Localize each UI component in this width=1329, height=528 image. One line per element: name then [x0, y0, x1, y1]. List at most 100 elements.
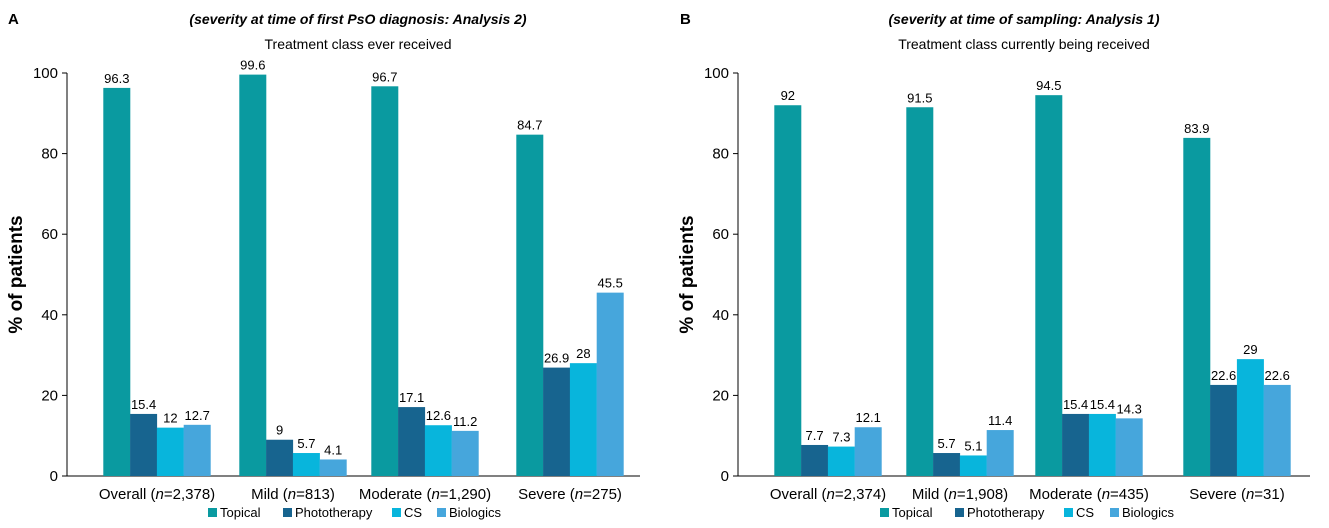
data-label: 5.7 [938, 436, 956, 451]
data-label: 15.4 [1063, 397, 1088, 412]
panel-letter: B [680, 11, 691, 28]
bar-topical-3 [516, 134, 544, 476]
data-label: 91.5 [907, 90, 932, 105]
data-label: 11.4 [988, 413, 1012, 428]
data-label: 99.6 [240, 58, 265, 73]
y-tick-label: 60 [712, 226, 729, 243]
y-tick-label: 60 [41, 226, 58, 243]
data-label: 7.7 [806, 428, 824, 443]
bar-topical-3 [1183, 137, 1211, 476]
y-tick-label: 80 [712, 146, 729, 163]
chart-subtitle: Treatment class ever received [265, 36, 452, 52]
legend-swatch-cs [1064, 508, 1073, 517]
legend-swatch-topical [880, 508, 889, 517]
bar-biologics-3 [1263, 384, 1291, 476]
legend-swatch-biologics [1110, 508, 1119, 517]
bar-topical-2 [371, 86, 399, 476]
data-label: 11.2 [453, 414, 477, 429]
bar-topical-0 [774, 105, 802, 477]
data-label: 5.1 [964, 438, 982, 453]
data-label: 7.3 [832, 430, 850, 445]
panel-letter: A [8, 11, 19, 28]
x-category-label: Moderate (n=1,290) [359, 486, 491, 503]
data-label: 84.7 [517, 118, 542, 133]
bar-phototherapy-0 [801, 444, 829, 476]
legend-label: Phototherapy [967, 505, 1045, 520]
bar-biologics-0 [854, 427, 882, 476]
y-tick-label: 80 [41, 146, 58, 163]
x-category-label: Moderate (n=435) [1029, 486, 1149, 503]
chart-title: (severity at time of first PsO diagnosis… [189, 11, 526, 27]
legend-label: Phototherapy [295, 505, 373, 520]
bar-biologics-1 [319, 459, 347, 476]
chart-title: (severity at time of sampling: Analysis … [888, 11, 1159, 27]
bar-cs-0 [827, 446, 855, 476]
bar-phototherapy-1 [266, 439, 294, 476]
legend-label: Topical [892, 505, 933, 520]
bar-phototherapy-2 [1062, 413, 1090, 476]
bar-phototherapy-2 [398, 407, 426, 476]
data-label: 12.1 [856, 410, 881, 425]
bar-topical-0 [103, 87, 131, 476]
legend-label: CS [404, 505, 422, 520]
data-label: 28 [576, 346, 590, 361]
legend-label: Topical [220, 505, 261, 520]
data-label: 22.6 [1265, 368, 1290, 383]
bar-topical-1 [239, 74, 267, 476]
data-label: 12 [163, 411, 177, 426]
bar-cs-2 [1088, 413, 1116, 476]
bar-phototherapy-3 [1210, 384, 1238, 476]
legend-swatch-phototherapy [955, 508, 964, 517]
x-category-label: Mild (n=813) [251, 486, 335, 503]
y-axis-label: % of patients [677, 215, 698, 333]
data-label: 5.7 [297, 436, 315, 451]
bar-biologics-3 [596, 292, 624, 476]
y-tick-label: 40 [41, 307, 58, 324]
data-label: 45.5 [598, 276, 623, 291]
y-tick-label: 100 [33, 65, 58, 82]
bar-biologics-2 [451, 430, 479, 476]
y-axis-label: % of patients [6, 215, 27, 333]
data-label: 15.4 [1090, 397, 1115, 412]
bar-phototherapy-3 [543, 367, 571, 476]
data-label: 94.5 [1036, 78, 1061, 93]
chart-panel-b: B (severity at time of sampling: Analysis… [677, 11, 1310, 520]
x-category-label: Severe (n=31) [1189, 486, 1285, 503]
data-label: 4.1 [324, 442, 342, 457]
x-category-label: Severe (n=275) [518, 486, 622, 503]
y-tick-label: 0 [50, 468, 58, 485]
x-category-label: Overall (n=2,374) [770, 486, 886, 503]
bar-biologics-1 [986, 430, 1014, 476]
bar-cs-2 [424, 425, 452, 476]
bar-cs-1 [959, 455, 987, 476]
bar-cs-0 [156, 427, 184, 476]
data-label: 14.3 [1117, 401, 1142, 416]
legend-swatch-topical [208, 508, 217, 517]
y-tick-label: 20 [712, 387, 729, 404]
data-label: 26.9 [544, 351, 569, 366]
legend-swatch-biologics [437, 508, 446, 517]
x-category-label: Mild (n=1,908) [912, 486, 1008, 503]
data-label: 17.1 [399, 390, 424, 405]
legend-label: Biologics [449, 505, 502, 520]
data-label: 15.4 [131, 397, 156, 412]
data-label: 12.6 [426, 408, 451, 423]
legend-label: CS [1076, 505, 1094, 520]
y-tick-label: 20 [41, 387, 58, 404]
chart-panel-a: A (severity at time of first PsO diagnosi… [6, 11, 640, 520]
data-label: 83.9 [1184, 121, 1209, 136]
data-label: 29 [1243, 342, 1257, 357]
bar-biologics-2 [1115, 418, 1143, 476]
y-tick-label: 0 [721, 468, 729, 485]
data-label: 22.6 [1211, 368, 1236, 383]
bar-cs-3 [569, 363, 597, 476]
bar-phototherapy-1 [933, 453, 961, 476]
x-category-label: Overall (n=2,378) [99, 486, 215, 503]
legend-swatch-cs [392, 508, 401, 517]
data-label: 96.3 [104, 71, 129, 86]
y-tick-label: 40 [712, 307, 729, 324]
y-tick-label: 100 [704, 65, 729, 82]
bar-topical-2 [1035, 95, 1063, 476]
bar-topical-1 [906, 107, 934, 476]
